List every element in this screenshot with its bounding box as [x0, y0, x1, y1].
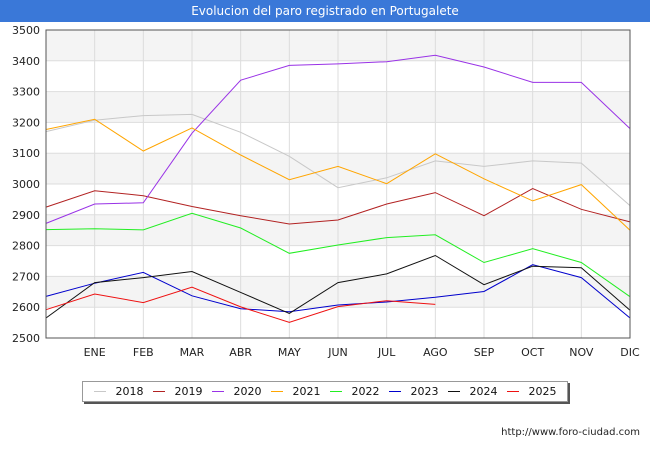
series-line-2021 — [45, 118, 631, 231]
legend-label: 2020 — [233, 385, 262, 398]
grid-lines — [46, 29, 630, 339]
series-line-2022 — [45, 212, 631, 298]
y-tick-label: 3000 — [12, 178, 40, 191]
legend-swatch — [506, 391, 519, 392]
legend: 2018 2019 2020 2021 2022 2023 2024 2025 — [82, 381, 568, 402]
series-line-2019 — [45, 188, 631, 225]
legend-swatch — [152, 391, 165, 392]
y-tick-label: 2800 — [12, 240, 40, 253]
series-line-2023 — [45, 264, 631, 319]
legend-label: 2022 — [351, 385, 380, 398]
y-axis-ticks: 2500 2600 2700 2800 2900 3000 3100 3200 3300 3400… — [12, 24, 40, 345]
x-tick-label: ENE — [84, 346, 106, 359]
x-tick-label: JUN — [327, 346, 348, 359]
y-tick-label: 2700 — [12, 270, 40, 283]
legend-item-2023: 2023 — [388, 385, 439, 398]
y-tick-label: 2600 — [12, 301, 40, 314]
legend-item-2024: 2024 — [447, 385, 498, 398]
y-tick-label: 3400 — [12, 55, 40, 68]
x-tick-label: DIC — [620, 346, 640, 359]
series-line-2025 — [45, 286, 436, 323]
x-axis-ticks: ENE FEB MAR ABR MAY JUN JUL AGO SEP OCT NOV DIC — [84, 346, 640, 359]
legend-item-2019: 2019 — [152, 385, 203, 398]
legend-label: 2025 — [528, 385, 557, 398]
legend-swatch — [270, 391, 283, 392]
y-tick-label: 2900 — [12, 209, 40, 222]
series-line-2018 — [45, 113, 631, 206]
series-line-2024 — [45, 254, 631, 319]
x-tick-label: MAR — [180, 346, 205, 359]
legend-item-2018: 2018 — [93, 385, 144, 398]
legend-label: 2024 — [469, 385, 498, 398]
x-tick-label: NOV — [569, 346, 594, 359]
legend-item-2020: 2020 — [211, 385, 262, 398]
legend-label: 2018 — [115, 385, 144, 398]
legend-item-2022: 2022 — [329, 385, 380, 398]
legend-swatch — [93, 391, 106, 392]
x-tick-label: FEB — [133, 346, 154, 359]
y-tick-label: 3100 — [12, 147, 40, 160]
y-tick-label: 3200 — [12, 116, 40, 129]
legend-item-2025: 2025 — [506, 385, 557, 398]
source-url: http://www.foro-ciudad.com — [501, 427, 640, 438]
legend-item-2021: 2021 — [270, 385, 321, 398]
series-line-2020 — [45, 54, 631, 224]
x-tick-label: SEP — [474, 346, 495, 359]
legend-swatch — [211, 391, 224, 392]
y-tick-label: 3300 — [12, 86, 40, 99]
legend-label: 2023 — [410, 385, 439, 398]
legend-swatch — [388, 391, 401, 392]
legend-label: 2019 — [174, 385, 203, 398]
x-tick-label: ABR — [229, 346, 252, 359]
chart-title: Evolucion del paro registrado en Portuga… — [0, 0, 650, 22]
legend-swatch — [329, 391, 342, 392]
legend-label: 2021 — [292, 385, 321, 398]
x-tick-label: AGO — [423, 346, 448, 359]
series-lines — [45, 54, 631, 323]
legend-swatch — [447, 391, 460, 392]
x-tick-label: OCT — [521, 346, 544, 359]
y-tick-label: 3500 — [12, 24, 40, 37]
x-tick-label: MAY — [278, 346, 301, 359]
line-chart: 2500 2600 2700 2800 2900 3000 3100 3200 3300 3400… — [12, 24, 640, 359]
plot-border — [45, 29, 631, 339]
y-tick-label: 2500 — [12, 332, 40, 345]
x-tick-label: JUL — [377, 346, 396, 359]
